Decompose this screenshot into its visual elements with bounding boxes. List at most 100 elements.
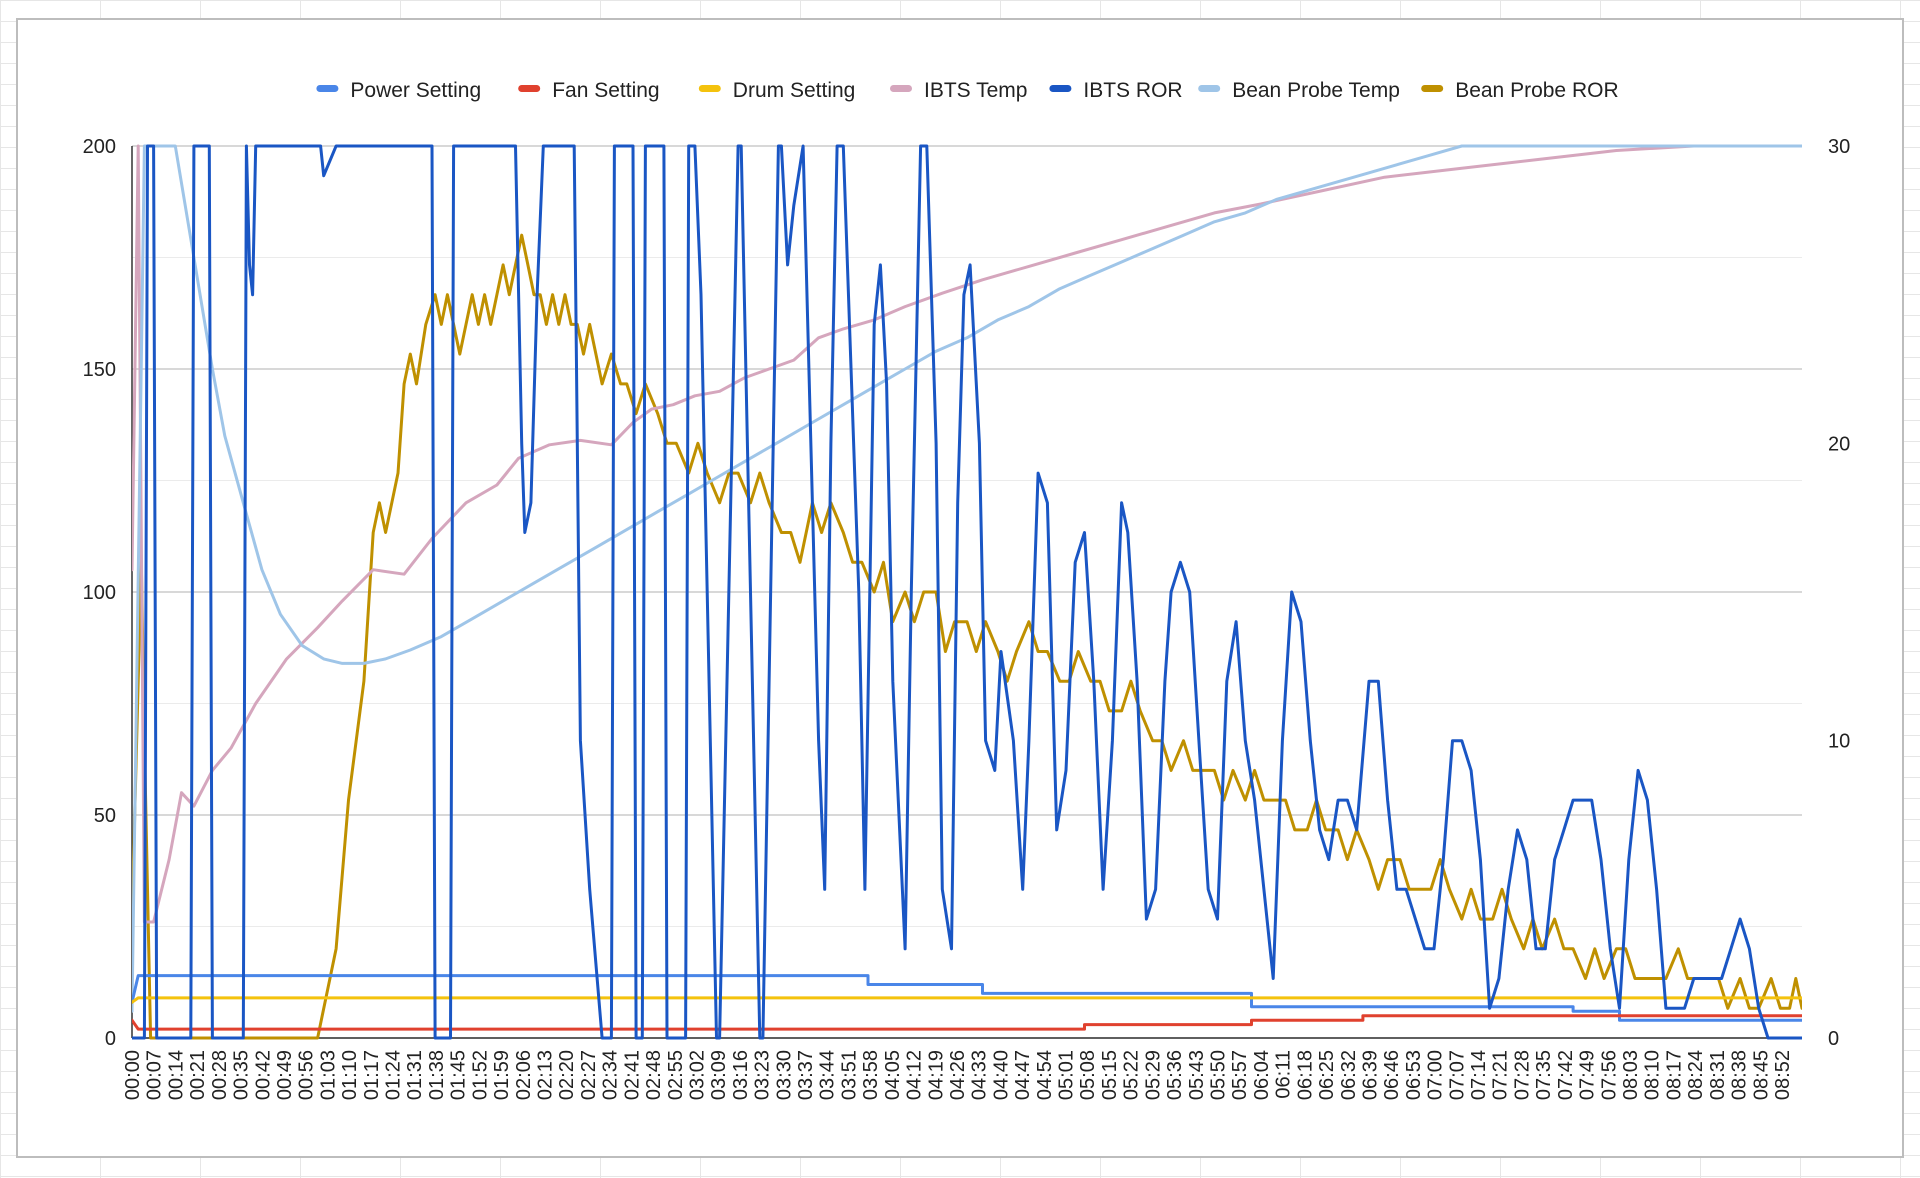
x-tick-label: 03:23 — [752, 1050, 774, 1100]
x-tick-label: 07:42 — [1555, 1050, 1577, 1100]
x-tick-label: 08:10 — [1642, 1050, 1664, 1100]
x-tick-label: 04:47 — [1012, 1050, 1034, 1100]
series-line-drum-setting — [132, 996, 1802, 1004]
legend-swatch — [890, 85, 912, 92]
x-tick-label: 08:45 — [1750, 1050, 1772, 1100]
x-tick-label: 04:54 — [1034, 1050, 1056, 1100]
y2-tick-label: 0 — [1828, 1028, 1839, 1050]
legend-swatch — [1198, 85, 1221, 92]
x-tick-label: 07:21 — [1490, 1050, 1512, 1100]
x-tick-label: 00:21 — [187, 1050, 209, 1100]
x-tick-label: 04:40 — [990, 1050, 1012, 1100]
legend-label: Bean Probe Temp — [1232, 79, 1400, 102]
x-tick-label: 04:19 — [925, 1050, 947, 1100]
x-tick-label: 07:35 — [1533, 1050, 1555, 1100]
y-tick-label: 100 — [83, 582, 116, 604]
x-tick-label: 01:10 — [339, 1050, 361, 1100]
x-tick-label: 02:06 — [513, 1050, 535, 1100]
x-tick-label: 01:03 — [317, 1050, 339, 1100]
series-line-ibts-ror — [132, 144, 1802, 1040]
x-tick-label: 01:31 — [404, 1050, 426, 1100]
y-tick-label: 150 — [83, 359, 116, 381]
x-tick-label: 08:24 — [1685, 1050, 1707, 1100]
x-tick-label: 02:20 — [556, 1050, 578, 1100]
series-group — [132, 144, 1802, 1040]
legend-label: IBTS Temp — [924, 79, 1027, 102]
x-tick-label: 08:52 — [1772, 1050, 1794, 1100]
x-tick-label: 00:00 — [122, 1050, 144, 1100]
x-tick-label: 06:46 — [1381, 1050, 1403, 1100]
legend-label: IBTS ROR — [1083, 79, 1182, 102]
x-tick-label: 03:51 — [838, 1050, 860, 1100]
x-tick-label: 01:38 — [426, 1050, 448, 1100]
x-tick-label: 00:49 — [274, 1050, 296, 1100]
series-line-bean-probe-temp — [132, 144, 1802, 1013]
x-tick-label: 05:15 — [1099, 1050, 1121, 1100]
x-tick-label: 08:31 — [1707, 1050, 1729, 1100]
legend-label: Power Setting — [350, 79, 481, 102]
x-tick-label: 08:38 — [1729, 1050, 1751, 1100]
x-tick-label: 01:45 — [448, 1050, 470, 1100]
x-tick-label: 06:39 — [1359, 1050, 1381, 1100]
x-tick-label: 04:26 — [947, 1050, 969, 1100]
x-tick-label: 04:05 — [882, 1050, 904, 1100]
x-tick-label: 01:17 — [361, 1050, 383, 1100]
y2-tick-label: 10 — [1828, 731, 1850, 753]
series-line-fan-setting — [132, 1014, 1802, 1031]
x-tick-label: 04:12 — [904, 1050, 926, 1100]
x-tick-label: 04:33 — [969, 1050, 991, 1100]
x-tick-label: 05:22 — [1121, 1050, 1143, 1100]
x-tick-label: 06:32 — [1338, 1050, 1360, 1100]
x-tick-label: 07:14 — [1468, 1050, 1490, 1100]
y2-tick-label: 20 — [1828, 433, 1850, 455]
x-tick-label: 07:00 — [1425, 1050, 1447, 1100]
x-tick-label: 03:16 — [730, 1050, 752, 1100]
legend-swatch — [316, 85, 339, 92]
x-tick-label: 03:02 — [686, 1050, 708, 1100]
x-tick-label: 01:24 — [383, 1050, 405, 1100]
x-tick-label: 05:43 — [1186, 1050, 1208, 1100]
x-tick-label: 00:42 — [252, 1050, 274, 1100]
x-tick-label: 02:13 — [534, 1050, 556, 1100]
x-tick-label: 08:17 — [1663, 1050, 1685, 1100]
x-tick-label: 00:07 — [144, 1050, 166, 1100]
x-tick-label: 03:09 — [708, 1050, 730, 1100]
x-tick-label: 05:50 — [1208, 1050, 1230, 1100]
x-tick-label: 00:28 — [209, 1050, 231, 1100]
x-tick-label: 02:41 — [621, 1050, 643, 1100]
x-tick-label: 06:11 — [1273, 1050, 1295, 1099]
legend-swatch — [698, 85, 721, 92]
y2-tick-label: 30 — [1828, 136, 1850, 158]
series-line-power-setting — [132, 974, 1802, 1022]
x-tick-label: 03:30 — [773, 1050, 795, 1100]
x-tick-label: 03:44 — [817, 1050, 839, 1100]
legend-swatch — [518, 85, 541, 92]
x-tick-label: 01:52 — [469, 1050, 491, 1100]
x-tick-label: 06:53 — [1403, 1050, 1425, 1100]
x-tick-label: 00:56 — [296, 1050, 318, 1100]
x-tick-label: 07:56 — [1598, 1050, 1620, 1100]
x-tick-label: 05:36 — [1164, 1050, 1186, 1100]
y-tick-label: 50 — [94, 805, 116, 827]
legend-label: Bean Probe ROR — [1455, 79, 1618, 102]
x-tick-label: 07:49 — [1577, 1050, 1599, 1100]
x-tick-label: 06:25 — [1316, 1050, 1338, 1100]
x-tick-label: 03:58 — [860, 1050, 882, 1100]
x-tick-label: 02:48 — [643, 1050, 665, 1100]
x-tick-label: 02:55 — [665, 1050, 687, 1100]
x-tick-label: 05:08 — [1077, 1050, 1099, 1100]
chart-container: 0 50 100 150 200 0 10 20 30 00:00 00:07 00:14 00:21 0… — [16, 18, 1904, 1158]
x-tick-label: 05:29 — [1142, 1050, 1164, 1100]
x-tick-label: 02:27 — [578, 1050, 600, 1100]
x-tick-label: 05:01 — [1056, 1050, 1078, 1100]
x-tick-label: 06:04 — [1251, 1050, 1273, 1100]
series-line-ibts-temp — [132, 144, 1802, 924]
legend-label: Fan Setting — [552, 79, 659, 102]
x-tick-label: 00:14 — [165, 1050, 187, 1100]
x-tick-label: 08:03 — [1620, 1050, 1642, 1100]
x-tick-label: 03:37 — [795, 1050, 817, 1100]
legend-swatch — [1049, 85, 1072, 92]
legend-swatch — [1421, 85, 1444, 92]
x-tick-label: 07:28 — [1511, 1050, 1533, 1100]
